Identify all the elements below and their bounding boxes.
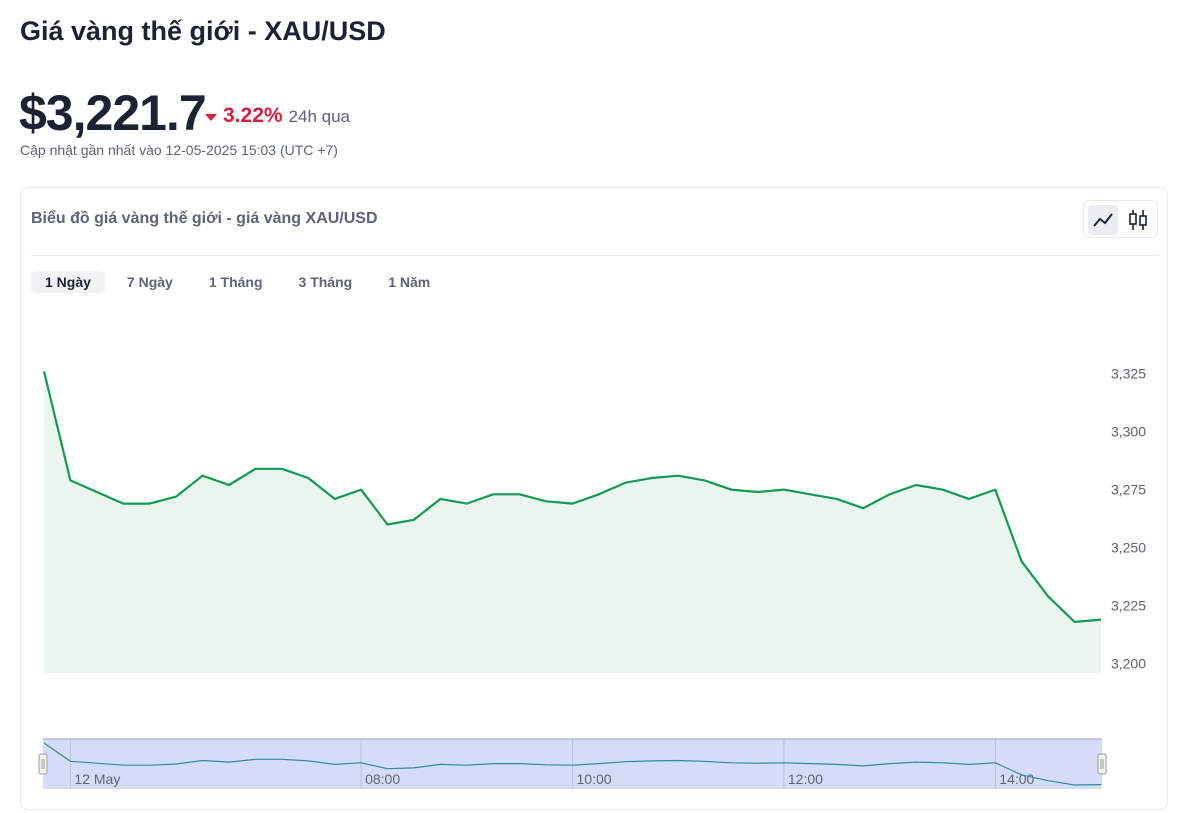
line-icon bbox=[1093, 213, 1113, 227]
updated-time: Cập nhật gần nhất vào 12-05-2025 15:03 (… bbox=[20, 142, 338, 158]
chart-card bbox=[20, 187, 1168, 810]
page-title: Giá vàng thế giới - XAU/USD bbox=[20, 16, 386, 46]
y-tick-label: 3,325 bbox=[1111, 366, 1146, 382]
separator bbox=[31, 255, 1159, 256]
y-tick-label: 3,225 bbox=[1111, 598, 1146, 614]
navigator-line bbox=[43, 742, 1102, 786]
range-tab[interactable]: 7 Ngày bbox=[126, 274, 173, 290]
navigator-tick-label: 12:00 bbox=[788, 771, 823, 787]
navigator-tick-label: 08:00 bbox=[365, 771, 400, 787]
range-tabs: 1 Ngày 7 Ngày 1 Tháng 3 Tháng 1 Năm bbox=[31, 271, 444, 293]
down-arrow bbox=[205, 114, 217, 121]
navigator-tick-label: 14:00 bbox=[999, 771, 1034, 787]
y-tick-label: 3,250 bbox=[1111, 540, 1146, 556]
range-tab[interactable]: 3 Tháng bbox=[298, 274, 353, 290]
candle-icon[interactable] bbox=[1129, 210, 1147, 230]
area-fill bbox=[44, 371, 1101, 673]
navigator-tick-label: 10:00 bbox=[577, 771, 612, 787]
price-line bbox=[42, 371, 1102, 623]
line-mode-button[interactable] bbox=[1088, 205, 1118, 235]
y-tick-label: 3,300 bbox=[1111, 424, 1146, 440]
change-period: 24h qua bbox=[288, 107, 350, 126]
chart-type-icons[interactable] bbox=[1084, 201, 1159, 239]
chart-title: Biểu đồ giá vàng thế giới - giá vàng XAU… bbox=[31, 210, 378, 227]
y-tick-label: 3,275 bbox=[1111, 482, 1146, 498]
range-tab[interactable]: 1 Năm bbox=[388, 274, 431, 290]
chart-type-switch bbox=[1083, 200, 1158, 238]
navigator-handle[interactable] bbox=[38, 753, 48, 775]
navigator-tick-label: 12 May bbox=[74, 771, 120, 787]
price: $3,221.7 bbox=[19, 85, 207, 141]
range-tab[interactable]: 1 Tháng bbox=[208, 274, 263, 290]
range-tab[interactable]: 1 Ngày bbox=[31, 271, 105, 293]
change-percent: 3.22% bbox=[223, 104, 283, 127]
navigator-handle[interactable] bbox=[1097, 753, 1107, 775]
price-change: 3.22% 24h qua bbox=[205, 104, 350, 128]
y-tick-label: 3,200 bbox=[1111, 656, 1146, 672]
